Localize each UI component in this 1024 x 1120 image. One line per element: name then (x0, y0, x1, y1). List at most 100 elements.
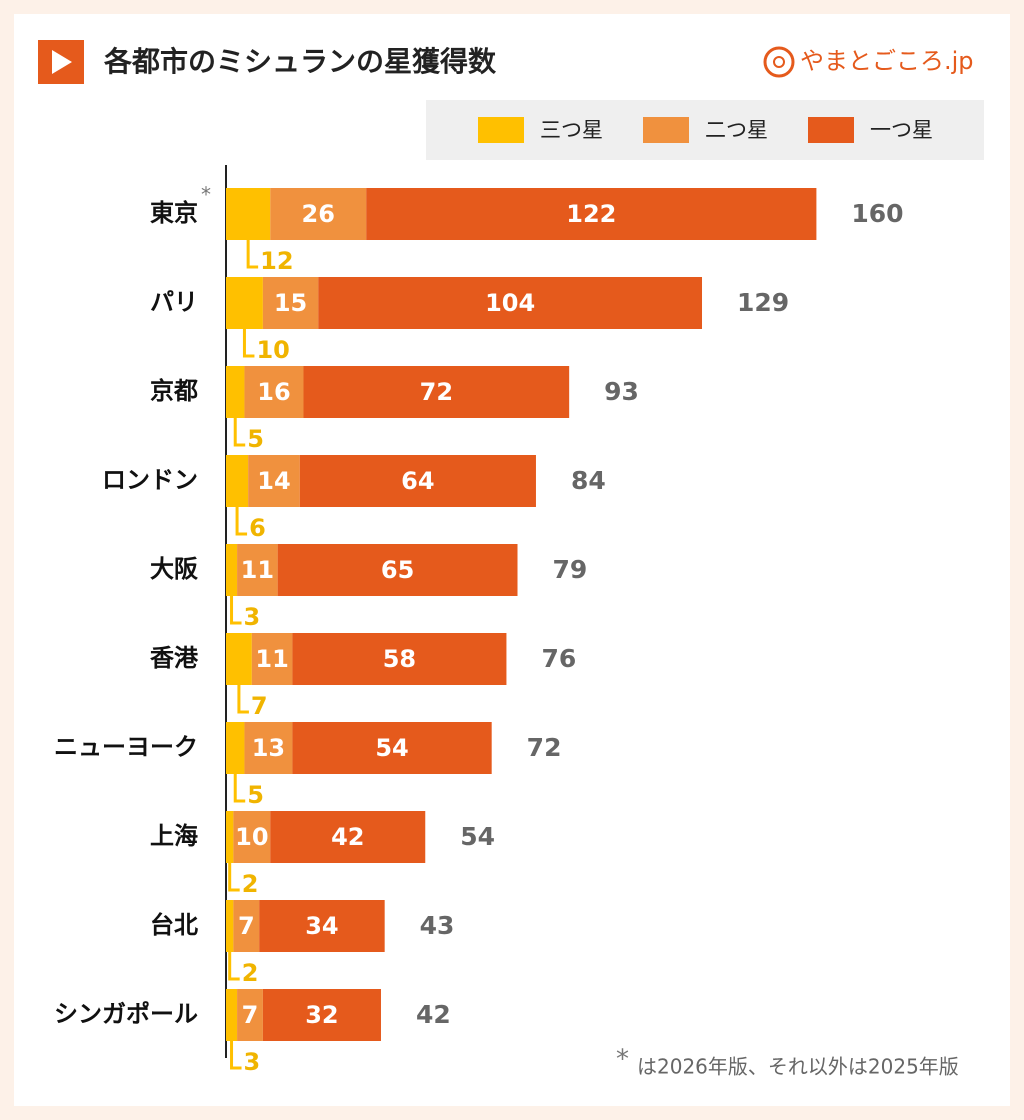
value-label: 65 (381, 556, 414, 584)
total-label: 84 (571, 466, 606, 495)
value-label: 7 (242, 1001, 259, 1029)
legend-label: 二つ星 (705, 118, 768, 142)
total-label: 42 (416, 1000, 451, 1029)
bar-segment (262, 989, 381, 1041)
y-tick-label: パリ (150, 288, 198, 316)
label-connector (246, 240, 259, 269)
bar-segment (251, 633, 293, 685)
bar-segment (318, 277, 703, 329)
bar-segment (226, 455, 249, 507)
y-tick-label: 東京 (150, 199, 198, 227)
label-connector (233, 774, 246, 803)
bar-segment (233, 811, 271, 863)
bar-segment (299, 455, 536, 507)
bar-segment (233, 900, 260, 952)
value-label: 13 (252, 734, 285, 762)
total-label: 72 (527, 733, 562, 762)
value-label: 12 (260, 247, 293, 275)
label-connector (228, 863, 240, 892)
bar-segment (226, 989, 238, 1041)
bar-segment (270, 811, 426, 863)
value-label: 7 (251, 692, 268, 720)
total-label: 129 (737, 288, 789, 317)
value-label: 72 (420, 378, 453, 406)
bar-segment (226, 544, 238, 596)
label-connector (228, 952, 240, 981)
bar-segment (226, 366, 245, 418)
bar-segment (259, 900, 385, 952)
value-label: 10 (256, 336, 289, 364)
footnote: は2026年版、それ以外は2025年版 (637, 1055, 959, 1079)
value-label: 32 (305, 1001, 338, 1029)
bar-segment (226, 722, 245, 774)
bar-segment (226, 277, 263, 329)
logo-icon-inner (773, 56, 785, 68)
bar-segment (244, 722, 293, 774)
value-label: 6 (249, 514, 266, 542)
legend-swatch (643, 117, 689, 143)
bar-segment (270, 188, 367, 240)
bar-segment (366, 188, 817, 240)
y-tick-label: 上海 (150, 822, 198, 850)
y-tick-label: 台北 (150, 911, 198, 939)
value-label: 122 (566, 200, 616, 228)
bar-segment (226, 188, 271, 240)
value-label: 26 (302, 200, 335, 228)
footnote-mark: * (616, 1045, 629, 1075)
value-label: 5 (247, 425, 264, 453)
value-label: 11 (241, 556, 274, 584)
value-label: 3 (244, 1048, 261, 1076)
chart-title: 各都市のミシュランの星獲得数 (103, 45, 497, 78)
source-logo: やまとごころ.jp (800, 47, 974, 75)
bar-segment (292, 722, 492, 774)
legend-swatch (808, 117, 854, 143)
value-label: 10 (235, 823, 268, 851)
label-connector (237, 685, 249, 714)
total-label: 43 (420, 911, 455, 940)
value-label: 42 (331, 823, 364, 851)
total-label: 54 (460, 822, 495, 851)
total-label: 93 (604, 377, 639, 406)
y-tick-label: シンガポール (54, 1000, 198, 1028)
value-label: 34 (305, 912, 338, 940)
label-connector (230, 1041, 242, 1070)
value-label: 54 (375, 734, 408, 762)
bar-segment (226, 900, 234, 952)
bar-segment (226, 633, 252, 685)
bar-segment (237, 989, 263, 1041)
y-tick-label: 大阪 (150, 555, 198, 583)
label-connector (233, 418, 246, 447)
value-label: 15 (274, 289, 307, 317)
value-label: 64 (401, 467, 434, 495)
bar-segment (237, 544, 278, 596)
value-label: 104 (485, 289, 535, 317)
bar-segment (277, 544, 518, 596)
total-label: 79 (553, 555, 588, 584)
bar-segment (303, 366, 570, 418)
y-tick-label: ニューヨーク (54, 733, 198, 761)
category-note: * (201, 183, 211, 207)
value-label: 2 (242, 959, 259, 987)
bar-segment (262, 277, 319, 329)
bar-segment (292, 633, 507, 685)
value-label: 11 (255, 645, 288, 673)
total-label: 76 (541, 644, 576, 673)
logo-icon (763, 46, 795, 78)
legend-label: 一つ星 (870, 118, 933, 142)
y-tick-label: 香港 (150, 644, 199, 672)
legend-label: 三つ星 (540, 118, 603, 142)
bar-segment (248, 455, 300, 507)
y-tick-label: 京都 (150, 377, 198, 405)
value-label: 14 (257, 467, 290, 495)
title-icon-arrow (52, 50, 72, 74)
y-tick-label: ロンドン (102, 466, 198, 494)
label-connector (230, 596, 242, 625)
bar-segment (226, 811, 234, 863)
bar-segment (244, 366, 304, 418)
value-label: 58 (383, 645, 416, 673)
label-connector (242, 329, 255, 358)
label-connector (235, 507, 248, 536)
value-label: 16 (257, 378, 290, 406)
